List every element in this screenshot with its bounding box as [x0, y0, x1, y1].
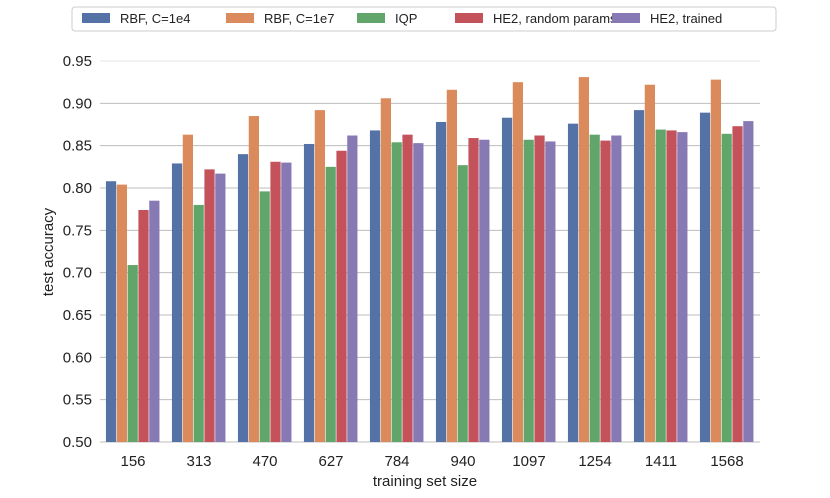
bar — [479, 139, 490, 443]
bar — [314, 110, 325, 443]
x-tick-label: 1097 — [512, 453, 545, 470]
bar — [193, 204, 204, 442]
bar — [523, 139, 534, 443]
y-tick-label: 0.55 — [63, 392, 92, 409]
x-tick-label: 1254 — [578, 453, 611, 470]
bar — [259, 191, 270, 442]
x-tick-label: 313 — [186, 453, 211, 470]
bar — [402, 134, 413, 442]
bar — [446, 89, 457, 442]
bar — [435, 121, 447, 443]
bar — [732, 126, 743, 443]
bar — [369, 130, 381, 442]
bar — [699, 112, 711, 442]
y-tick-label: 0.80 — [63, 180, 92, 197]
bar — [149, 200, 160, 442]
x-tick-label: 784 — [384, 453, 409, 470]
y-tick-label: 0.50 — [63, 434, 92, 451]
bar — [633, 110, 645, 443]
bar — [545, 141, 556, 442]
legend-swatch — [82, 13, 110, 23]
legend-swatch — [226, 13, 254, 23]
legend-swatch — [357, 13, 385, 23]
bar — [248, 116, 259, 443]
bar — [105, 181, 117, 442]
y-axis-label: test accuracy — [40, 207, 57, 296]
x-tick-label: 1568 — [710, 453, 743, 470]
bar — [589, 134, 600, 442]
bar — [600, 140, 611, 442]
bar — [457, 165, 468, 442]
bar — [534, 135, 545, 443]
x-axis-ticks: 156 313 470 627 784 940 1097 1254 1411 1568 — [120, 453, 743, 470]
y-tick-label: 0.70 — [63, 265, 92, 282]
bar — [215, 173, 226, 442]
x-tick-label: 470 — [252, 453, 277, 470]
legend: RBF, C=1e4 RBF, C=1e7 IQP HE2, random param… — [71, 6, 777, 32]
bar — [391, 142, 402, 442]
x-tick-label: 940 — [450, 453, 475, 470]
bar — [512, 82, 523, 443]
bar — [336, 150, 347, 442]
bar — [182, 134, 193, 442]
y-tick-label: 0.85 — [63, 138, 92, 155]
y-tick-label: 0.60 — [63, 349, 92, 366]
bar — [303, 143, 315, 442]
bar — [237, 154, 249, 442]
bar — [468, 138, 479, 442]
legend-label: HE2, trained — [650, 11, 722, 26]
bar — [204, 169, 215, 442]
y-tick-label: 0.75 — [63, 222, 92, 239]
bars — [105, 77, 754, 443]
y-tick-label: 0.95 — [63, 53, 92, 70]
bar — [380, 98, 391, 443]
y-tick-label: 0.90 — [63, 95, 92, 112]
y-axis-ticks: 0.50 0.55 0.60 0.65 0.70 0.75 0.80 0.85 0.90 0.95 — [63, 53, 92, 451]
x-tick-label: 1411 — [645, 453, 677, 470]
bar — [721, 133, 732, 442]
bar — [743, 121, 754, 442]
bar — [655, 129, 666, 442]
bar — [666, 130, 677, 442]
x-tick-label: 156 — [120, 453, 145, 470]
bar — [127, 265, 138, 442]
bar — [677, 132, 688, 442]
bar — [644, 84, 655, 442]
bar — [281, 162, 292, 442]
bar — [171, 163, 183, 443]
bar — [116, 184, 127, 442]
legend-swatch — [612, 13, 640, 23]
bar — [578, 77, 589, 442]
bar — [567, 123, 579, 443]
bar — [501, 117, 513, 442]
bar — [270, 161, 281, 442]
legend-swatch — [455, 13, 483, 23]
bar — [138, 210, 149, 442]
bar — [611, 135, 622, 443]
x-tick-label: 627 — [318, 453, 343, 470]
bar — [710, 79, 721, 443]
legend-label: RBF, C=1e7 — [264, 11, 334, 26]
legend-label: HE2, random params — [493, 11, 617, 26]
x-axis-label: training set size — [373, 473, 477, 490]
y-tick-label: 0.65 — [63, 307, 92, 324]
bar — [413, 143, 424, 443]
legend-label: RBF, C=1e4 — [120, 11, 190, 26]
legend-label: IQP — [395, 11, 417, 26]
bar — [347, 135, 358, 443]
bar — [325, 166, 336, 443]
